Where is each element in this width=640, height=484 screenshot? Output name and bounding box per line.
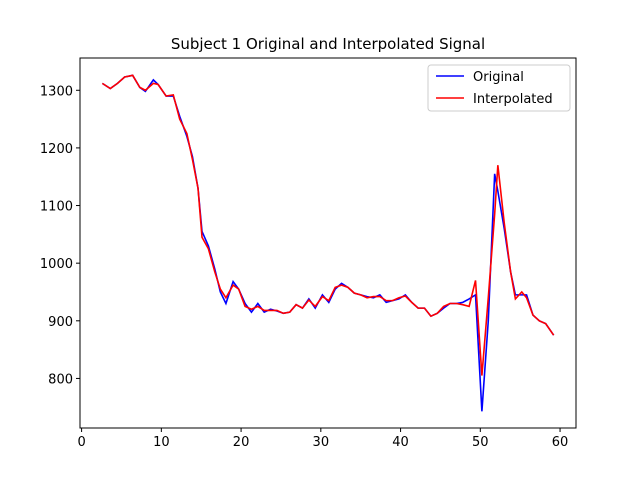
y-tick-label: 1300	[40, 84, 73, 99]
legend-label: Original	[473, 70, 524, 85]
y-tick-label: 1200	[40, 142, 73, 157]
x-tick-label: 0	[77, 435, 85, 450]
y-tick-label: 1100	[40, 200, 73, 215]
x-tick-label: 30	[313, 435, 330, 450]
x-tick-label: 20	[233, 435, 250, 450]
legend: Original Interpolated	[427, 64, 571, 112]
chart-title: Subject 1 Original and Interpolated Sign…	[171, 35, 485, 53]
x-tick-label: 60	[552, 435, 569, 450]
y-tick-label: 900	[48, 315, 73, 330]
x-tick-label: 10	[153, 435, 170, 450]
x-tick-label: 50	[472, 435, 489, 450]
y-tick-label: 1000	[40, 257, 73, 272]
series-line	[101, 74, 555, 376]
x-tick-label: 40	[392, 435, 409, 450]
y-tick-label: 800	[48, 372, 73, 387]
plot-frame	[79, 57, 577, 429]
legend-label: Interpolated	[473, 92, 553, 107]
